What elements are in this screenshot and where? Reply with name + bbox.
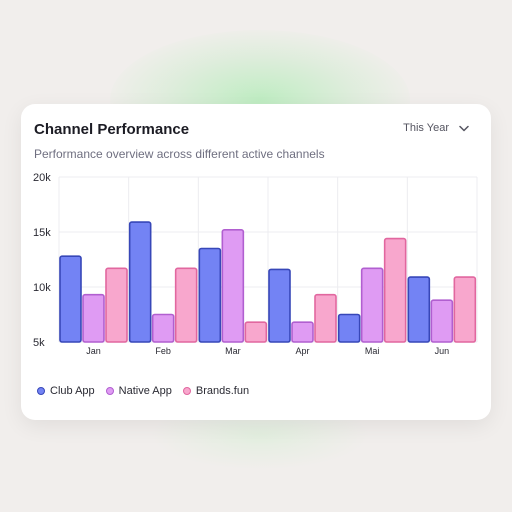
x-tick-label: Apr xyxy=(295,346,309,356)
bar-native-app-mai xyxy=(360,267,384,343)
bar-brands-fun-mai xyxy=(383,237,407,343)
bar-club-app-jun xyxy=(407,276,431,343)
bar-club-app-jan xyxy=(59,255,82,343)
y-tick-label: 5k xyxy=(33,337,45,349)
bar-brands-fun-mar xyxy=(244,321,268,343)
bar-brands-fun-jan xyxy=(105,267,128,343)
x-tick-label: Mai xyxy=(365,346,380,356)
bar-club-app-mar xyxy=(198,247,222,343)
y-tick-label: 15k xyxy=(33,227,51,239)
x-tick-label: Mar xyxy=(225,346,241,356)
x-tick-label: Feb xyxy=(155,346,171,356)
legend-item: Brands.fun xyxy=(182,385,250,397)
bar-club-app-feb xyxy=(128,221,152,343)
bar-club-app-mai xyxy=(337,313,361,343)
card-subtitle: Performance overview across different ac… xyxy=(34,147,325,161)
legend-item: Native App xyxy=(105,385,172,397)
y-tick-label: 10k xyxy=(33,282,51,294)
bar-brands-fun-feb xyxy=(174,267,198,343)
chart-legend: Club App Native App Brands.fun xyxy=(37,385,249,397)
legend-dot-icon xyxy=(182,387,191,395)
legend-dot-icon xyxy=(37,387,45,395)
x-tick-label: Jun xyxy=(435,346,450,356)
legend-label: Club App xyxy=(50,385,95,397)
bar-brands-fun-jun xyxy=(453,276,477,343)
bar-native-app-feb xyxy=(151,313,175,343)
legend-label: Brands.fun xyxy=(195,385,250,397)
period-dropdown[interactable]: This Year xyxy=(403,122,469,134)
legend-item: Club App xyxy=(37,385,95,397)
period-label: This Year xyxy=(403,122,449,134)
bar-native-app-apr xyxy=(291,321,314,343)
bar-chart: 20k 15k 10k 5k Jan Feb Mar Apr Mai Jun xyxy=(33,172,478,356)
bar-club-app-apr xyxy=(268,268,291,343)
bar-native-app-jun xyxy=(430,299,454,343)
channel-performance-card: Channel Performance Performance overview… xyxy=(21,104,491,420)
legend-dot-icon xyxy=(105,387,114,395)
chevron-down-icon xyxy=(459,125,469,132)
bar-brands-fun-apr xyxy=(314,293,337,343)
x-tick-label: Jan xyxy=(86,346,101,356)
card-title: Channel Performance xyxy=(34,121,190,138)
bar-native-app-jan xyxy=(82,293,105,343)
bar-native-app-mar xyxy=(221,229,245,343)
y-tick-label: 20k xyxy=(33,172,51,184)
legend-label: Native App xyxy=(118,385,172,397)
